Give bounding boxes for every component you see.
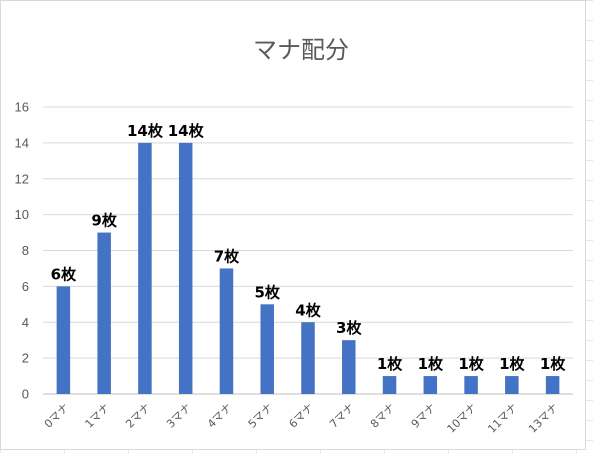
y-tick-label: 0 [22,387,29,402]
bar [464,376,478,394]
data-label: 9枚 [91,212,117,230]
x-axis-ticks: 0マナ 1マナ 2マナ 3マナ 4マナ 5マナ 6マナ 7マナ 8マナ 9マナ 10マナ 11マナ 13… [42,401,561,436]
x-tick-label: 7マナ [327,401,357,431]
x-tick-label: 4マナ [205,401,235,431]
data-label: 1枚 [499,355,525,373]
x-tick-label: 0マナ [42,401,72,431]
data-label: 3枚 [336,319,362,337]
data-label: 1枚 [540,355,566,373]
data-label: 1枚 [377,355,403,373]
y-tick-label: 4 [22,315,29,330]
x-tick-label: 2マナ [123,401,153,431]
data-label: 1枚 [418,355,444,373]
bars [56,142,560,394]
x-tick-label: 1マナ [83,401,113,431]
y-tick-label: 14 [15,135,29,150]
x-tick-label: 10マナ [445,401,480,436]
x-tick-label: 9マナ [409,401,439,431]
y-axis-ticks: 0 2 4 6 8 10 12 14 16 [15,100,29,402]
data-label: 4枚 [295,301,321,319]
y-tick-label: 2 [22,351,29,366]
bar [178,142,193,394]
x-tick-label: 11マナ [485,401,520,436]
chart-title: マナ配分 [253,36,349,64]
data-labels: 6枚 9枚 14枚 14枚 7枚 5枚 4枚 3枚 1枚 1枚 1枚 1枚 1枚 [51,122,567,373]
bar [301,322,315,394]
data-label: 14枚 [168,122,205,140]
x-tick-label: 3マナ [164,401,194,431]
x-tick-label: 8マナ [368,401,398,431]
data-label: 14枚 [127,122,164,140]
bar [260,304,274,394]
bar [505,376,519,394]
y-tick-label: 6 [22,279,29,294]
bar [138,142,152,394]
y-tick-label: 8 [22,243,29,258]
bar [545,376,560,394]
bar [342,340,356,394]
bar [219,268,234,394]
x-tick-label: 5マナ [246,401,276,431]
data-label: 5枚 [255,283,281,301]
bar [423,376,438,394]
data-label: 7枚 [214,247,240,265]
x-tick-label: 13マナ [526,401,561,436]
x-tick-label: 6マナ [286,401,316,431]
data-label: 1枚 [458,355,484,373]
y-tick-label: 16 [15,100,29,115]
y-tick-label: 10 [15,207,29,222]
y-tick-label: 12 [15,171,29,186]
bar [56,286,71,394]
data-label: 6枚 [51,265,77,283]
bar [97,232,111,394]
bar [382,376,397,394]
